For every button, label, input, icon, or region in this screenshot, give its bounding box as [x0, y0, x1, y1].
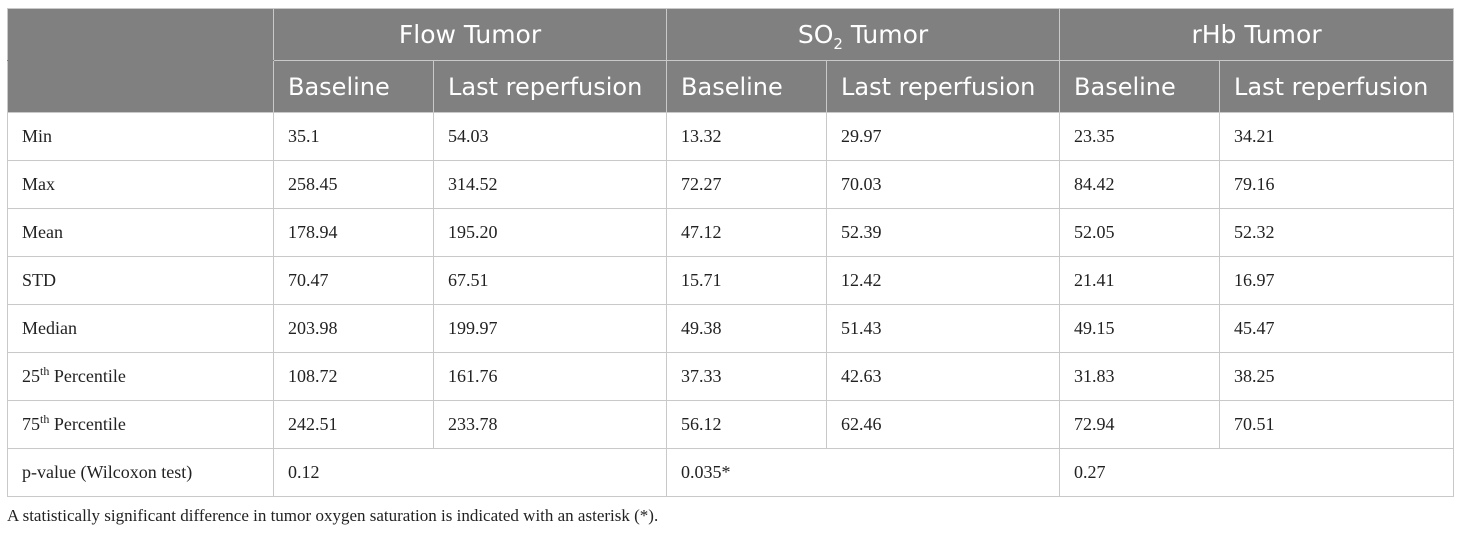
table-row-median: Median 203.98 199.97 49.38 51.43 49.15 4…	[7, 304, 1455, 353]
table-body: Min 35.1 54.03 13.32 29.97 23.35 34.21 M…	[7, 112, 1455, 497]
table-cell: 258.45	[273, 160, 434, 209]
table-cell: 52.05	[1059, 208, 1221, 257]
group-header-row: Flow Tumor SO2 Tumor rHb Tumor	[7, 8, 1455, 61]
table-cell: 56.12	[666, 400, 828, 449]
table-cell: 31.83	[1059, 352, 1221, 401]
header-corner-cell	[7, 8, 274, 61]
subheader-row: Baseline Last reperfusion Baseline Last …	[7, 60, 1455, 113]
row-label-text: Percentile	[49, 366, 126, 386]
table-row-mean: Mean 178.94 195.20 47.12 52.39 52.05 52.…	[7, 208, 1455, 257]
table-footnote: A statistically significant difference i…	[7, 506, 659, 525]
table-cell: 13.32	[666, 112, 828, 161]
table-cell: 79.16	[1219, 160, 1455, 209]
p-value-so2: 0.035*	[666, 448, 1061, 497]
table-cell: 49.15	[1059, 304, 1221, 353]
table-cell: 49.38	[666, 304, 828, 353]
subheader-rhb-baseline: Baseline	[1059, 60, 1221, 113]
table-row-std: STD 70.47 67.51 15.71 12.42 21.41 16.97	[7, 256, 1455, 305]
table-cell: 70.47	[273, 256, 434, 305]
subheader-flow-baseline: Baseline	[273, 60, 434, 113]
table-cell: 52.39	[826, 208, 1061, 257]
table-cell: 62.46	[826, 400, 1061, 449]
table-cell: 314.52	[432, 160, 668, 209]
table-cell: 161.76	[432, 352, 668, 401]
table-cell: 52.32	[1219, 208, 1455, 257]
table-cell: 199.97	[432, 304, 668, 353]
subheader-corner-cell	[7, 60, 274, 113]
p-value-rhb: 0.27	[1059, 448, 1455, 497]
group-header-flow: Flow Tumor	[272, 8, 668, 61]
row-label-number: 25	[22, 366, 40, 386]
table-cell: 70.03	[826, 160, 1061, 209]
group-header-so2-main: SO	[797, 20, 834, 49]
group-header-so2-rest: Tumor	[842, 20, 929, 49]
table-cell: 38.25	[1219, 352, 1455, 401]
table-cell: 72.94	[1059, 400, 1221, 449]
table-cell: 70.51	[1219, 400, 1455, 449]
table-cell: 29.97	[826, 112, 1061, 161]
row-label: Median	[7, 304, 274, 353]
table-cell: 178.94	[273, 208, 434, 257]
row-label: Min	[7, 112, 274, 161]
subheader-so2-baseline: Baseline	[666, 60, 828, 113]
table-cell: 67.51	[432, 256, 668, 305]
table-row-min: Min 35.1 54.03 13.32 29.97 23.35 34.21	[7, 112, 1455, 161]
table-cell: 108.72	[273, 352, 434, 401]
row-label: Max	[7, 160, 274, 209]
subheader-so2-last-reperfusion: Last reperfusion	[826, 60, 1061, 113]
row-label: STD	[7, 256, 274, 305]
table-cell: 37.33	[666, 352, 828, 401]
table-cell: 42.63	[826, 352, 1061, 401]
table-cell: 54.03	[432, 112, 668, 161]
table-cell: 233.78	[432, 400, 668, 449]
table-row-max: Max 258.45 314.52 72.27 70.03 84.42 79.1…	[7, 160, 1455, 209]
table-header: Flow Tumor SO2 Tumor rHb Tumor Baseline …	[7, 8, 1455, 113]
statistics-table: Flow Tumor SO2 Tumor rHb Tumor Baseline …	[7, 8, 1455, 497]
row-label-superscript: th	[40, 412, 50, 426]
table-cell: 35.1	[273, 112, 434, 161]
row-label: 25th Percentile	[7, 352, 274, 401]
table-cell: 34.21	[1219, 112, 1455, 161]
table-cell: 51.43	[826, 304, 1061, 353]
table-cell: 242.51	[273, 400, 434, 449]
table-cell: 23.35	[1059, 112, 1221, 161]
row-label: Mean	[7, 208, 274, 257]
table-cell: 12.42	[826, 256, 1061, 305]
group-header-so2-subscript: 2	[833, 35, 843, 53]
table-cell: 84.42	[1059, 160, 1221, 209]
table-cell: 21.41	[1059, 256, 1221, 305]
table-cell: 47.12	[666, 208, 828, 257]
group-header-so2: SO2 Tumor	[666, 8, 1061, 61]
row-label-number: 75	[22, 414, 40, 434]
subheader-rhb-last-reperfusion: Last reperfusion	[1219, 60, 1455, 113]
group-header-rhb: rHb Tumor	[1059, 8, 1455, 61]
row-label-superscript: th	[40, 364, 50, 378]
table-row-25th-percentile: 25th Percentile 108.72 161.76 37.33 42.6…	[7, 352, 1455, 401]
p-value-flow: 0.12	[272, 448, 668, 497]
row-label-text: Percentile	[49, 414, 126, 434]
subheader-flow-last-reperfusion: Last reperfusion	[432, 60, 668, 113]
row-label: p-value (Wilcoxon test)	[7, 448, 274, 497]
table-cell: 203.98	[273, 304, 434, 353]
row-label: 75th Percentile	[7, 400, 274, 449]
table-row-75th-percentile: 75th Percentile 242.51 233.78 56.12 62.4…	[7, 400, 1455, 449]
table-cell: 45.47	[1219, 304, 1455, 353]
table-cell: 195.20	[432, 208, 668, 257]
table-row-p-value: p-value (Wilcoxon test) 0.12 0.035* 0.27	[7, 448, 1455, 497]
table-cell: 15.71	[666, 256, 828, 305]
table-cell: 16.97	[1219, 256, 1455, 305]
table-cell: 72.27	[666, 160, 828, 209]
